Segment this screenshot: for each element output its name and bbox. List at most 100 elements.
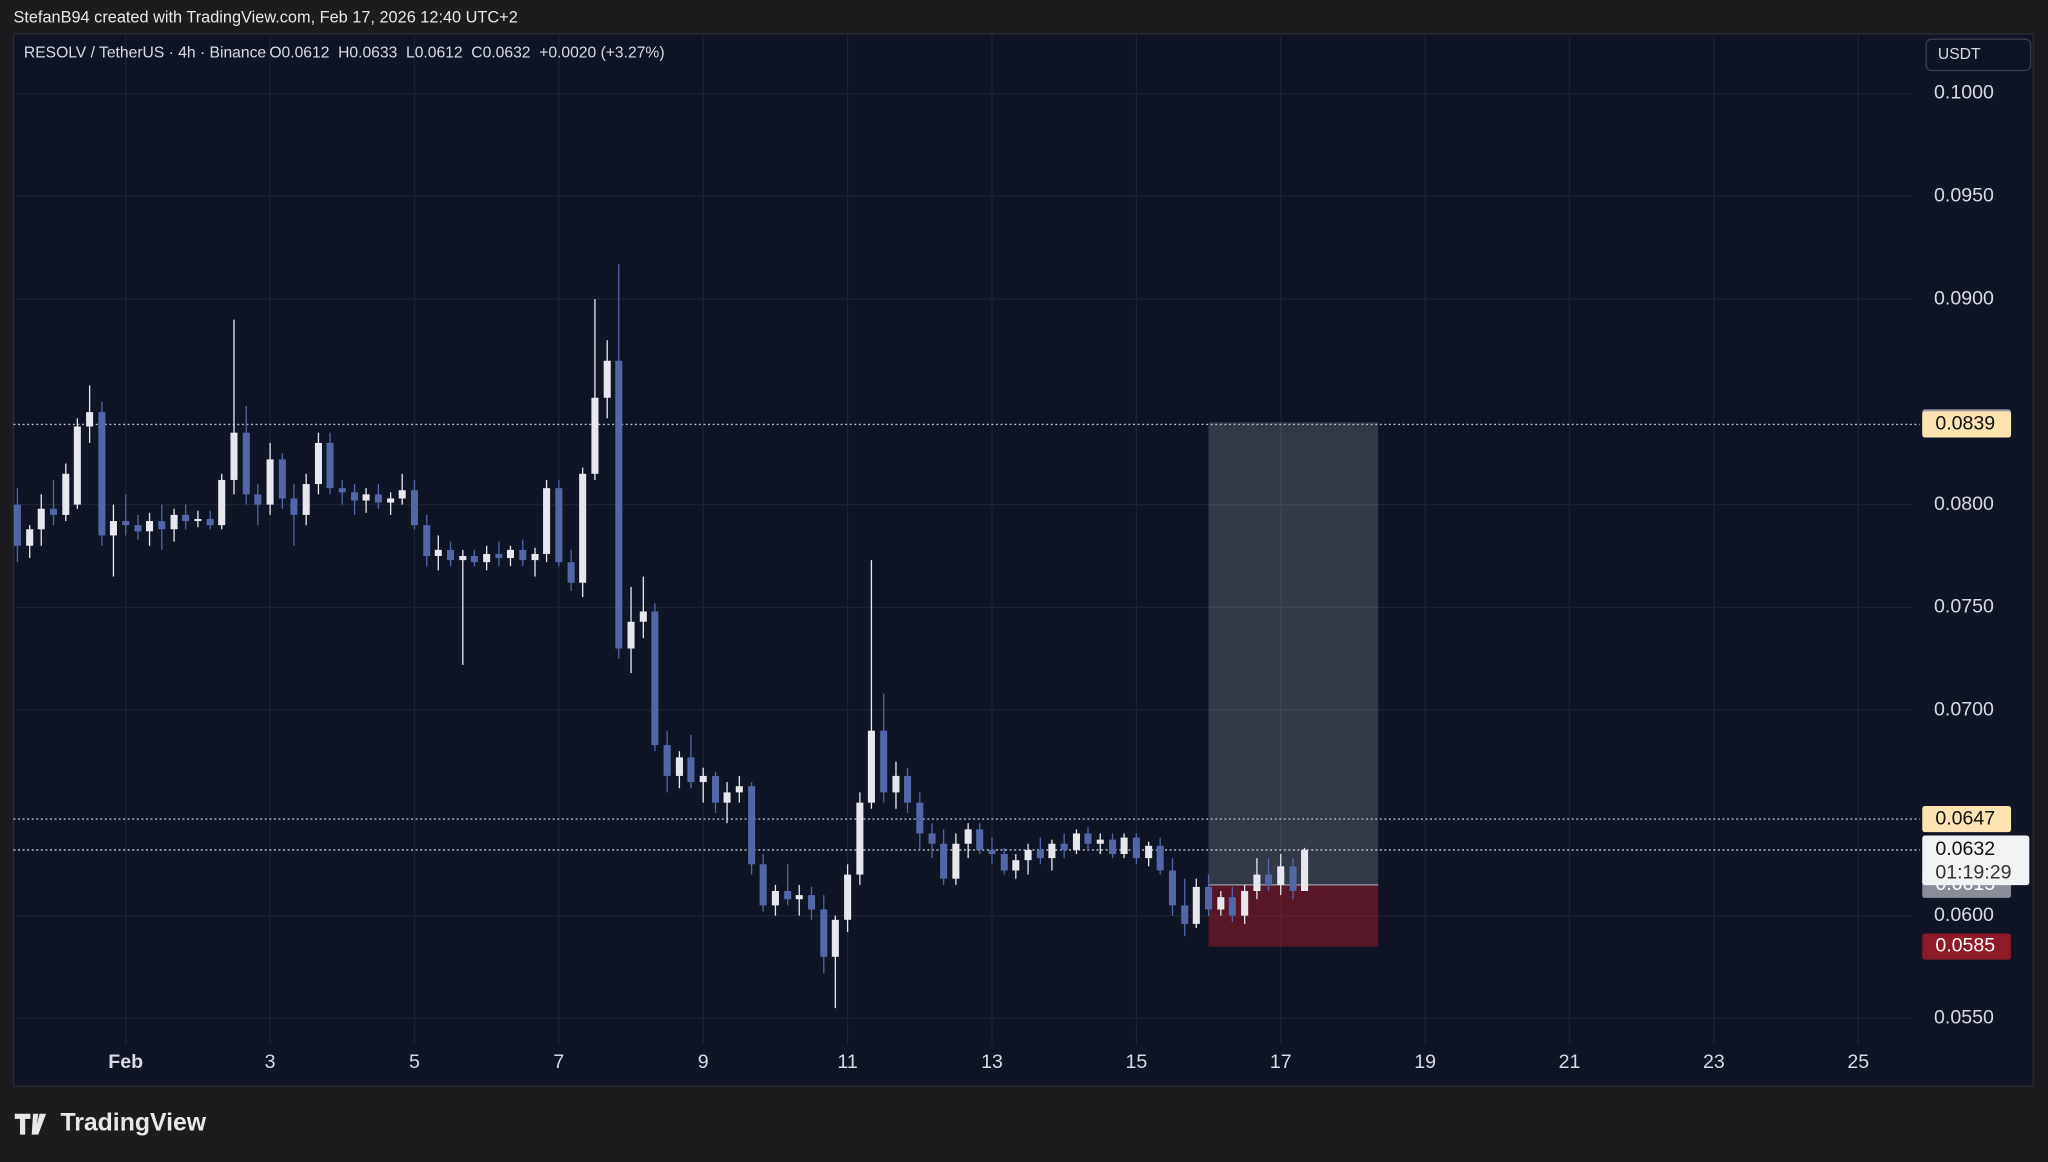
candle-body <box>952 843 960 879</box>
candle-body <box>988 849 996 855</box>
candle-body <box>892 775 900 793</box>
candle-body <box>1156 845 1164 871</box>
candle-body <box>37 508 45 530</box>
currency-button[interactable] <box>1925 38 2032 72</box>
candle-body <box>158 521 166 530</box>
x-tick-label: 5 <box>409 1051 420 1073</box>
candle-body <box>867 730 875 803</box>
candle-body <box>1060 843 1068 850</box>
y-tick-label: 0.0600 <box>1934 904 1994 926</box>
candle-body <box>784 891 792 900</box>
candle-body <box>795 895 803 900</box>
candle-body <box>49 508 58 515</box>
x-tick-label: 25 <box>1847 1051 1869 1073</box>
x-tick-label: 7 <box>553 1051 564 1073</box>
candle-body <box>470 555 478 563</box>
candle-body <box>338 488 346 493</box>
candle-body <box>1277 866 1285 885</box>
candle-body <box>290 498 298 515</box>
candle-body <box>218 479 226 526</box>
candle-body <box>1096 839 1104 844</box>
candle-body <box>1072 833 1080 850</box>
candle-body <box>13 504 21 546</box>
candle-body <box>73 426 81 505</box>
candle-body <box>1181 905 1189 924</box>
y-tick-label: 0.1000 <box>1934 82 1994 104</box>
candle-body <box>1048 843 1056 859</box>
candle-body <box>1000 854 1008 871</box>
candle-body <box>651 611 659 746</box>
candle-body <box>711 775 720 803</box>
level-badge <box>1922 806 2012 833</box>
current-badge-label: 0.0632 <box>1935 838 1995 860</box>
candle-body <box>1012 860 1020 871</box>
stop-badge <box>1922 933 2012 960</box>
candle-body <box>314 442 322 485</box>
candle-body <box>1109 839 1117 855</box>
candle-body <box>242 432 250 495</box>
candle-body <box>326 442 334 489</box>
candle-body <box>194 519 202 522</box>
currency-label: USDT <box>1938 46 1981 63</box>
y-tick-label: 0.0550 <box>1934 1007 1994 1029</box>
candle-body <box>1145 845 1153 859</box>
candle-body <box>687 757 695 783</box>
candle-body <box>362 494 370 501</box>
candle-body <box>844 874 852 920</box>
candle-body <box>1253 874 1261 892</box>
chart-title: RESOLV / TetherUS · 4h · Binance <box>24 45 266 62</box>
candle-body <box>831 919 839 957</box>
candles <box>13 264 1309 1009</box>
overlay <box>13 422 1920 947</box>
candle-body <box>1192 886 1200 924</box>
candle-body <box>182 514 190 522</box>
x-tick-label: 15 <box>1125 1051 1147 1073</box>
candle-body <box>1301 849 1309 892</box>
x-tick-label: Feb <box>108 1051 143 1073</box>
candle-body <box>627 621 635 649</box>
candle-body <box>266 459 274 505</box>
candle-body <box>615 360 623 649</box>
header: StefanB94 created with TradingView.com, … <box>13 9 517 27</box>
candle-body <box>748 786 756 865</box>
candle-body <box>1168 870 1176 906</box>
candle-body <box>940 843 948 879</box>
candle-body <box>928 833 936 844</box>
x-tick-label: 19 <box>1414 1051 1436 1073</box>
candle-body <box>976 829 984 850</box>
candle-body <box>302 484 310 515</box>
candle-body <box>916 802 924 834</box>
candle-body <box>519 549 527 561</box>
candle-body <box>26 529 34 546</box>
candle-body <box>483 553 491 563</box>
candle-body <box>398 490 406 499</box>
chart-panel <box>12 33 2034 1087</box>
candle-body <box>387 498 395 503</box>
candle-body <box>447 549 455 561</box>
countdown-label: 01:19:29 <box>1935 862 2011 884</box>
candle-body <box>254 494 262 505</box>
candle-body <box>122 521 130 526</box>
x-tick-label: 17 <box>1270 1051 1292 1073</box>
candle-body <box>278 459 286 499</box>
candle-body <box>903 775 912 803</box>
candle-body <box>1084 833 1092 844</box>
candle-body <box>531 553 539 561</box>
brand: TradingView <box>60 1110 206 1137</box>
candle-body <box>1132 837 1140 859</box>
candle-body <box>98 412 106 536</box>
x-tick-label: 11 <box>837 1051 857 1073</box>
candle-body <box>1217 897 1225 910</box>
candle-body <box>1289 866 1297 892</box>
y-tick-label: 0.0700 <box>1934 698 1994 720</box>
axes: 0.1000 0.0950 0.0900 0.0800 0.0750 0.0700 0.06… <box>108 82 2030 1073</box>
candle-body <box>1120 837 1128 855</box>
candle-body <box>579 473 587 583</box>
candle-body <box>170 514 178 530</box>
candle-body <box>134 525 142 532</box>
candle-body <box>62 473 70 515</box>
candle-body <box>675 757 683 776</box>
candle-body <box>1024 849 1032 861</box>
y-tick-label: 0.0900 <box>1934 287 1994 309</box>
